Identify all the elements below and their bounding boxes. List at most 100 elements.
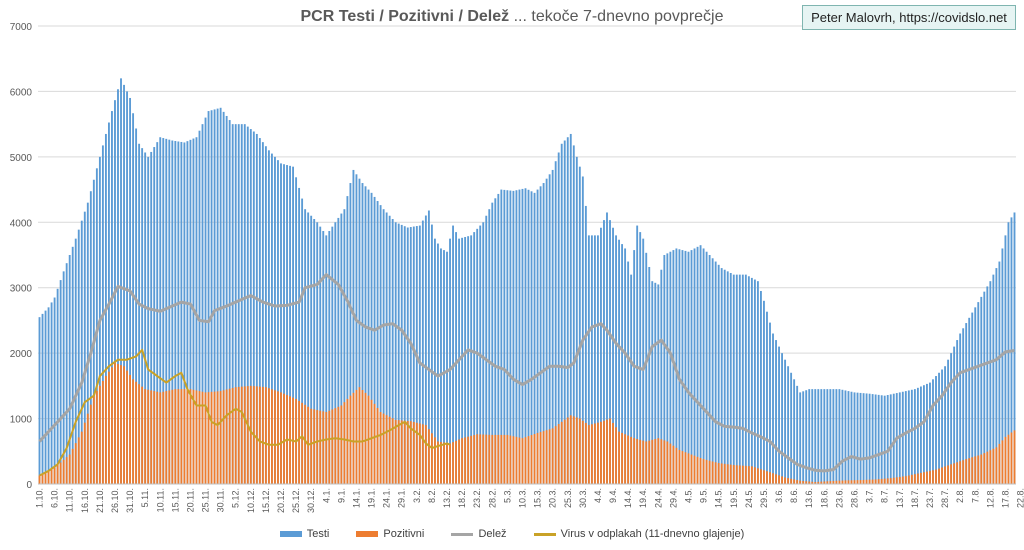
bar-pozitivni bbox=[913, 474, 916, 484]
bar-pozitivni bbox=[545, 430, 548, 484]
bar-pozitivni bbox=[781, 476, 784, 484]
bar-testi bbox=[853, 392, 856, 484]
bar-testi bbox=[261, 142, 264, 484]
bar-testi bbox=[696, 246, 699, 484]
bar-pozitivni bbox=[509, 435, 512, 484]
bar-testi bbox=[292, 166, 295, 484]
bar-testi bbox=[651, 281, 654, 484]
bar-pozitivni bbox=[539, 432, 542, 484]
bar-pozitivni bbox=[642, 440, 645, 484]
bar-testi bbox=[941, 369, 943, 484]
bar-testi bbox=[820, 389, 823, 484]
bar-testi bbox=[660, 269, 663, 484]
bar-pozitivni bbox=[467, 436, 470, 484]
bar-testi bbox=[515, 190, 518, 484]
bar-testi bbox=[672, 250, 675, 484]
x-tick-label: 21.10. bbox=[95, 488, 105, 513]
x-tick-label: 8.6. bbox=[789, 488, 799, 503]
bar-pozitivni bbox=[458, 439, 461, 484]
bar-testi bbox=[168, 139, 171, 485]
bar-pozitivni bbox=[681, 451, 684, 484]
bar-pozitivni bbox=[935, 469, 937, 484]
bar-pozitivni bbox=[823, 481, 826, 484]
bar-pozitivni bbox=[645, 441, 648, 484]
bar-testi bbox=[769, 322, 771, 484]
bar-testi bbox=[177, 141, 180, 484]
bar-testi bbox=[606, 212, 608, 484]
bar-pozitivni bbox=[660, 439, 663, 484]
bar-pozitivni bbox=[261, 386, 264, 484]
bar-pozitivni bbox=[352, 392, 355, 484]
bar-pozitivni bbox=[889, 478, 892, 484]
bar-pozitivni bbox=[280, 392, 282, 484]
bar-testi bbox=[669, 251, 672, 484]
bar-testi bbox=[545, 178, 548, 484]
bar-pozitivni bbox=[117, 364, 119, 484]
bar-pozitivni bbox=[705, 459, 708, 484]
bar-testi bbox=[195, 137, 198, 484]
bar-testi bbox=[729, 272, 732, 484]
bar-pozitivni bbox=[506, 434, 509, 484]
bar-testi bbox=[358, 178, 361, 484]
bar-pozitivni bbox=[449, 443, 451, 484]
bar-testi bbox=[642, 238, 645, 484]
bar-testi bbox=[989, 281, 992, 484]
bar-pozitivni bbox=[587, 425, 590, 484]
bar-testi bbox=[714, 261, 717, 484]
bar-pozitivni bbox=[916, 473, 919, 484]
x-tick-label: 20.12. bbox=[276, 488, 286, 513]
bar-testi bbox=[286, 165, 288, 485]
bar-pozitivni bbox=[313, 409, 316, 484]
bar-pozitivni bbox=[663, 440, 666, 484]
bar-pozitivni bbox=[708, 460, 711, 484]
bar-testi bbox=[693, 248, 696, 484]
bar-testi bbox=[645, 252, 648, 484]
x-tick-label: 20.3. bbox=[548, 488, 558, 508]
x-tick-label: 10.11. bbox=[155, 488, 165, 512]
x-tick-label: 8.7. bbox=[880, 488, 890, 503]
x-tick-label: 30.12. bbox=[306, 488, 316, 513]
bar-pozitivni bbox=[926, 471, 928, 484]
x-tick-label: 31.10. bbox=[125, 488, 135, 513]
bar-testi bbox=[427, 210, 430, 484]
bar-testi bbox=[708, 255, 711, 484]
bar-testi bbox=[539, 186, 542, 485]
bar-pozitivni bbox=[980, 454, 983, 484]
bar-testi bbox=[744, 274, 747, 484]
bar-testi bbox=[527, 189, 530, 484]
bar-pozitivni bbox=[919, 472, 922, 484]
bar-pozitivni bbox=[802, 480, 805, 484]
bar-pozitivni bbox=[895, 477, 898, 484]
bar-pozitivni bbox=[956, 462, 959, 484]
bar-testi bbox=[657, 284, 660, 484]
bar-pozitivni bbox=[204, 392, 207, 484]
bar-pozitivni bbox=[358, 387, 361, 484]
bar-testi bbox=[968, 317, 971, 484]
bar-pozitivni bbox=[820, 481, 823, 484]
bar-testi bbox=[983, 291, 986, 484]
bar-testi bbox=[732, 274, 735, 484]
x-tick-label: 4.4. bbox=[593, 488, 603, 503]
bar-testi bbox=[476, 228, 479, 484]
x-tick-label: 30.11. bbox=[216, 488, 226, 512]
bar-testi bbox=[240, 124, 243, 485]
bar-testi bbox=[156, 142, 159, 484]
bar-pozitivni bbox=[337, 406, 340, 484]
bar-testi bbox=[962, 328, 965, 484]
bar-pozitivni bbox=[319, 410, 322, 484]
bar-pozitivni bbox=[234, 387, 237, 484]
bar-pozitivni bbox=[714, 462, 717, 484]
bar-testi bbox=[735, 274, 738, 484]
bar-testi bbox=[590, 235, 593, 484]
legend-swatch-testi bbox=[279, 531, 302, 538]
bar-pozitivni bbox=[80, 431, 83, 484]
bar-pozitivni bbox=[500, 434, 503, 484]
bar-pozitivni bbox=[986, 451, 989, 484]
bar-testi bbox=[859, 392, 862, 484]
bar-testi bbox=[687, 251, 690, 484]
bar-pozitivni bbox=[107, 371, 110, 484]
chart-legend: Testi Pozitivni Delež Virus v odplakah (… bbox=[0, 528, 1024, 540]
bar-pozitivni bbox=[171, 389, 174, 484]
x-tick-label: 23.6. bbox=[834, 488, 844, 508]
bar-pozitivni bbox=[560, 421, 563, 484]
